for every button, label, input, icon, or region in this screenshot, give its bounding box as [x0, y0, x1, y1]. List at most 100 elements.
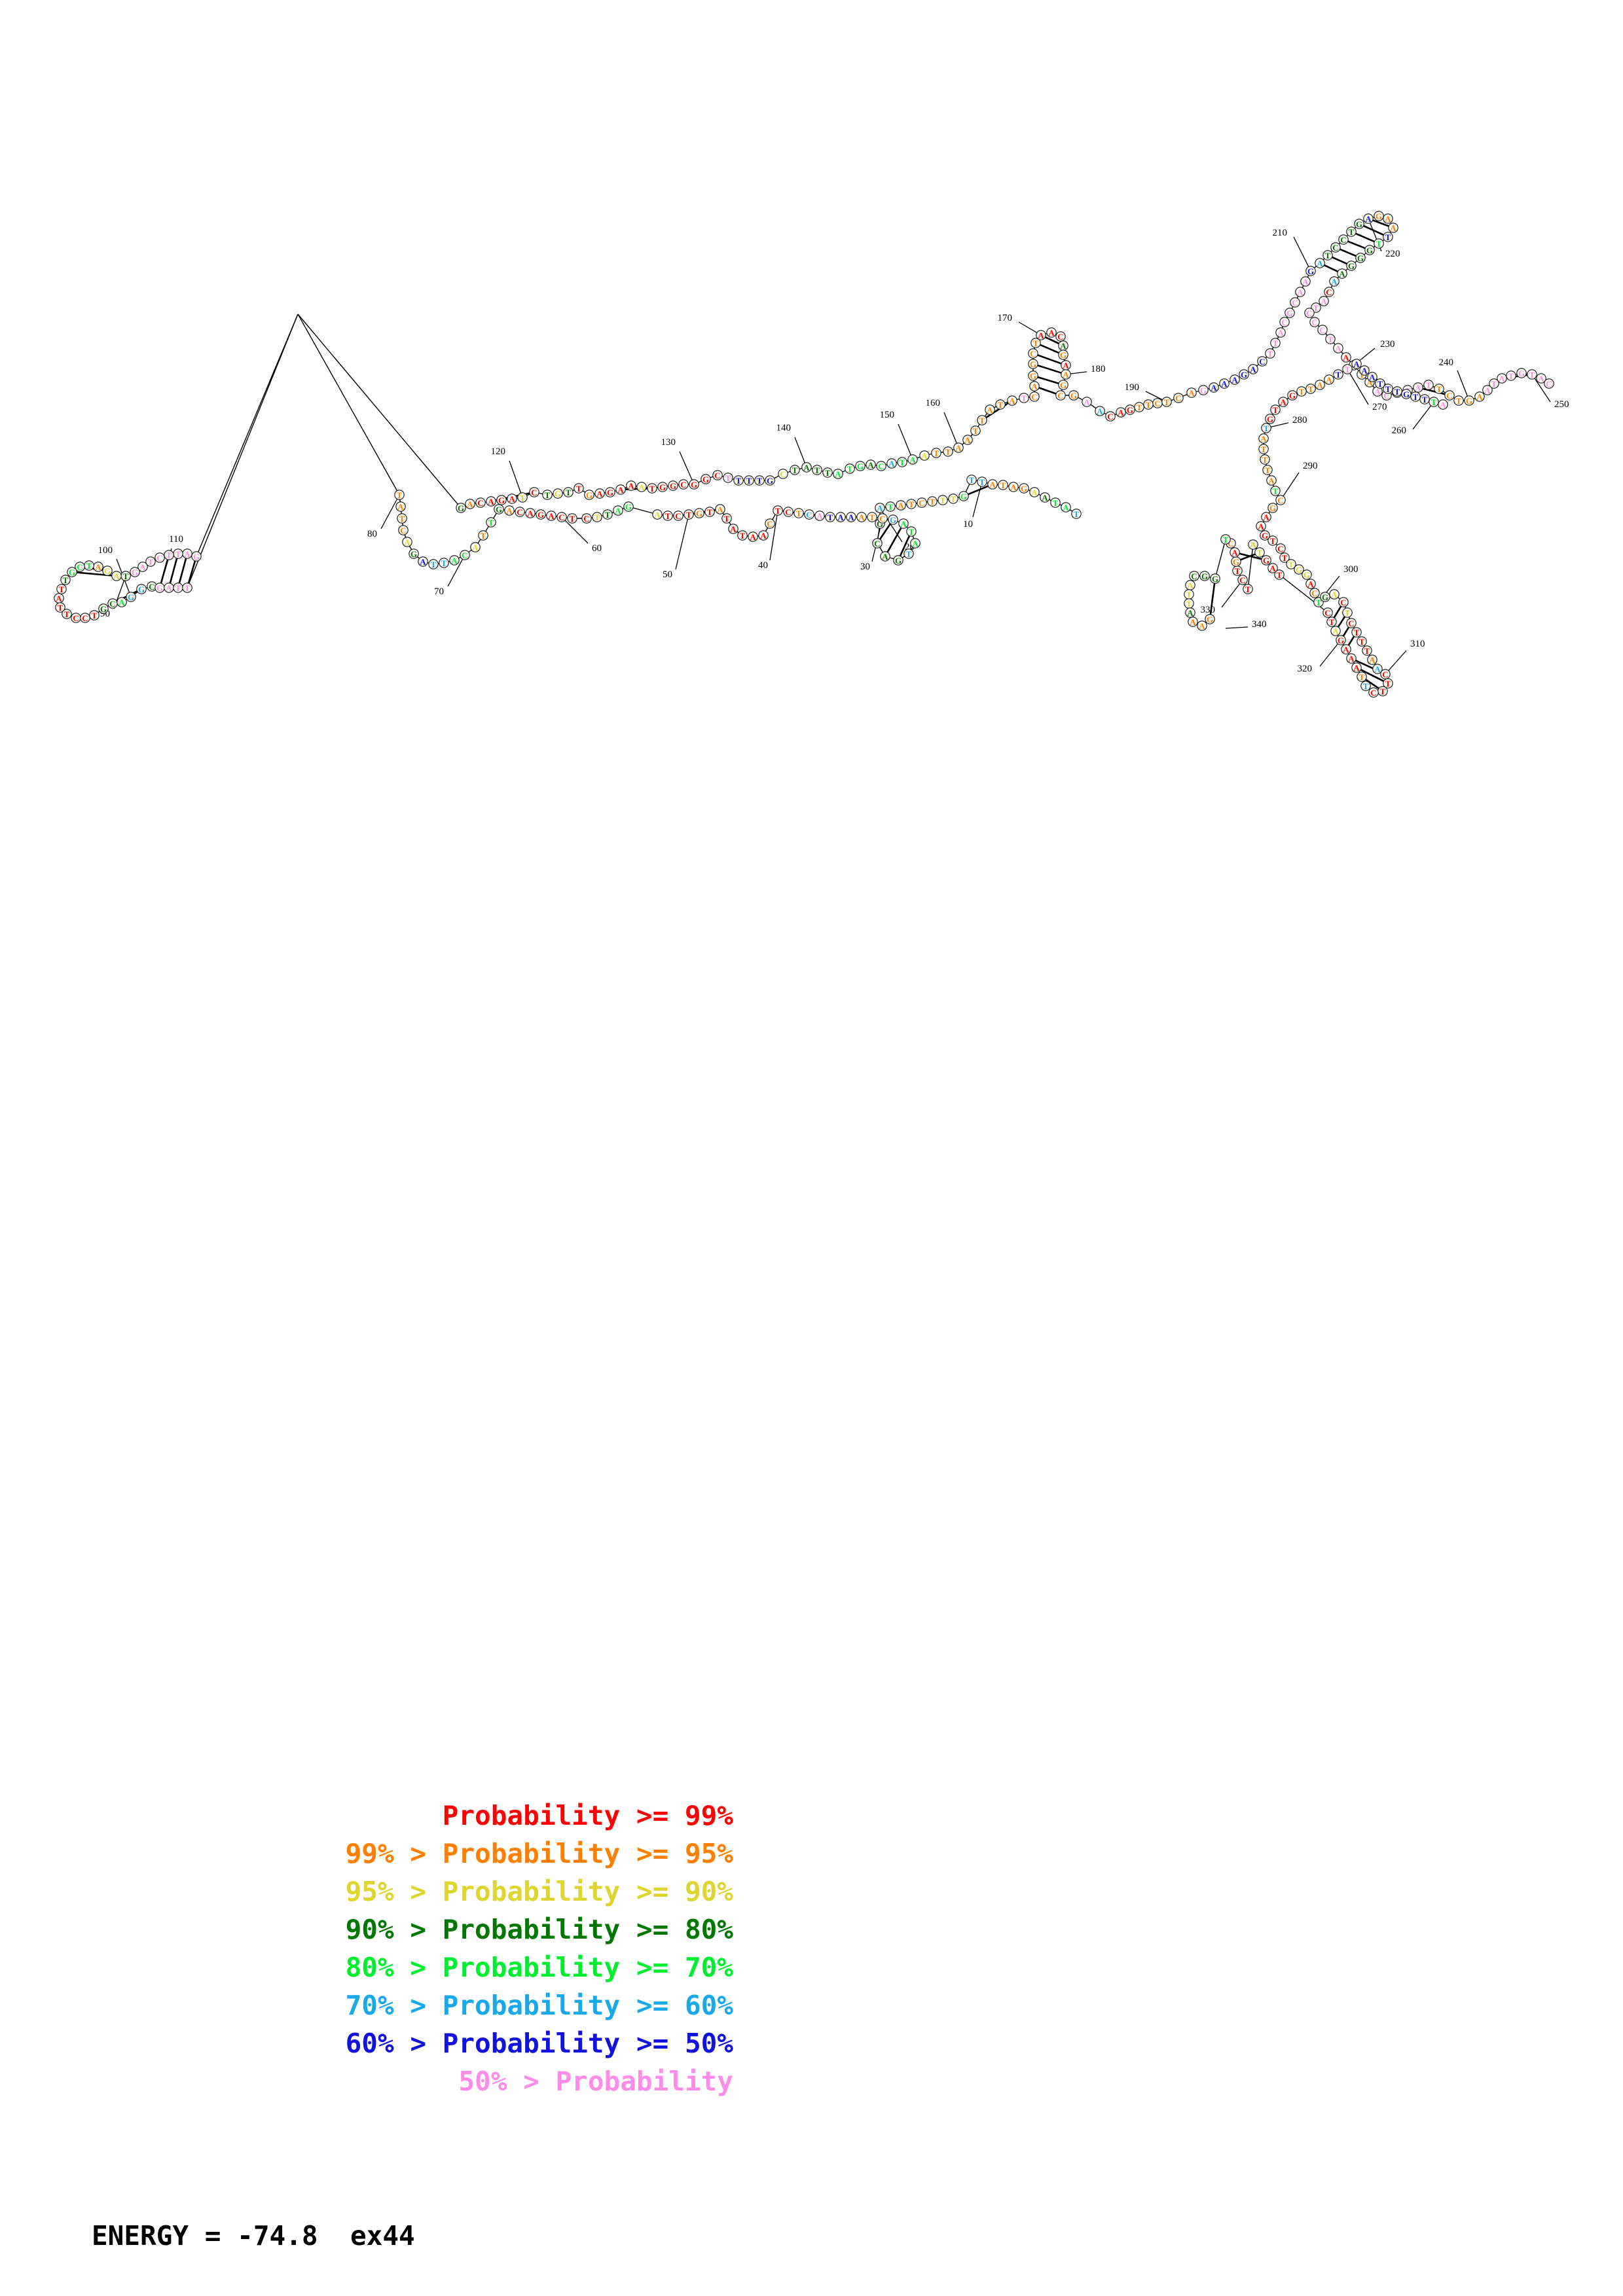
nucleotide-letter: A [527, 509, 534, 518]
nucleotide-circle [1324, 287, 1334, 297]
nucleotide-letter: C [1311, 317, 1317, 327]
nucleotide-circle [721, 513, 732, 524]
nucleotide-circle [1019, 393, 1029, 403]
nucleotide-letter: C [1057, 332, 1063, 342]
nucleotide: G [1231, 556, 1241, 567]
nucleotide: C [1275, 543, 1286, 554]
nucleotide-letter: T [64, 609, 70, 619]
position-label: 160 [926, 398, 941, 408]
nucleotide-circle [897, 457, 907, 467]
nucleotide-letter: T [934, 448, 939, 458]
nucleotide-letter: C [1239, 575, 1245, 585]
nucleotide: G [1058, 350, 1068, 360]
nucleotide-letter: C [149, 582, 155, 592]
nucleotide-circle [684, 509, 694, 520]
nucleotide-circle [494, 504, 504, 514]
nucleotide-letter: G [586, 490, 593, 500]
nucleotide-letter: G [659, 482, 666, 492]
nucleotide-letter: G [410, 549, 417, 559]
nucleotide-circle [1346, 653, 1357, 664]
nucleotide: A [470, 542, 481, 552]
nucleotide: C [1330, 242, 1341, 253]
nucleotide-letter: C [1370, 688, 1376, 698]
nucleotide-circle [1506, 370, 1516, 381]
nucleotide-letter: A [1063, 503, 1069, 512]
nucleotide-circle [704, 507, 715, 517]
nucleotide-letter: A [1326, 375, 1332, 385]
nucleotide: A [1341, 352, 1351, 363]
nucleotide: A [910, 538, 921, 548]
nucleotide-circle [701, 474, 711, 484]
nucleotide: T [486, 517, 496, 528]
nucleotide-letter: C [806, 510, 812, 520]
nucleotide-letter: A [617, 485, 624, 495]
nucleotide-circle [673, 511, 684, 521]
nucleotide-circle [102, 565, 113, 576]
nucleotide-circle [1383, 384, 1393, 394]
nucleotide-letter: G [104, 566, 111, 576]
nucleotide-circle [98, 603, 109, 614]
nucleotide: T [1453, 395, 1464, 406]
nucleotide-letter: C [1324, 608, 1330, 618]
nucleotide-circle [1029, 487, 1040, 497]
nucleotide: C [712, 470, 723, 480]
nucleotide-letter: T [906, 549, 912, 559]
nucleotide-circle [1161, 397, 1172, 407]
nucleotide: A [1359, 365, 1370, 376]
nucleotide-circle [1337, 268, 1347, 279]
nucleotide: C [107, 598, 118, 609]
nucleotide-circle [605, 487, 615, 497]
nucleotide-letter: T [1186, 599, 1192, 609]
nucleotide: G [1198, 385, 1209, 395]
basepair-group [77, 216, 1528, 689]
nucleotide-letter: T [63, 575, 69, 585]
nucleotide-letter: T [969, 475, 975, 485]
nucleotide-circle [1363, 213, 1374, 224]
nucleotide-letter: T [909, 499, 915, 509]
nucleotide-letter: G [1212, 574, 1218, 584]
nucleotide-circle [906, 526, 917, 537]
nucleotide: A [164, 583, 174, 593]
nucleotide: T [998, 480, 1008, 490]
nucleotide-circle [398, 525, 409, 535]
nucleotide-letter: G [877, 519, 883, 529]
nucleotide: G [1205, 614, 1215, 624]
nucleotide-letter: A [1258, 522, 1264, 531]
nucleotide: A [1388, 223, 1398, 233]
backbone-segment [187, 314, 299, 588]
nucleotide: C [778, 469, 788, 479]
nucleotide: A [1267, 563, 1278, 573]
nucleotide: A [866, 459, 876, 470]
nucleotide: A [111, 571, 122, 581]
nucleotide: A [1363, 213, 1374, 224]
nucleotide: T [1267, 535, 1278, 546]
nucleotide-circle [1372, 664, 1383, 674]
nucleotide: T [1270, 338, 1281, 348]
nucleotide-circle [977, 415, 987, 425]
nucleotide-letter: A [1063, 361, 1069, 370]
nucleotide-circle [465, 499, 475, 509]
nucleotide: G [1336, 635, 1346, 645]
nucleotide-circle [663, 511, 673, 521]
nucleotide-letter: A [1048, 328, 1055, 338]
nucleotide-circle [542, 490, 553, 500]
nucleotide-circle [439, 558, 449, 568]
nucleotide-circle [456, 503, 466, 513]
nucleotide-circle [1357, 636, 1367, 647]
nucleotide-letter: G [1403, 389, 1410, 399]
nucleotide-letter: T [1257, 548, 1263, 558]
nucleotide: T [977, 476, 987, 487]
legend-row: 80% > Probability >= 70% [345, 1952, 733, 1983]
nucleotide-letter: T [1186, 590, 1192, 600]
nucleotide: G [409, 548, 419, 559]
nucleotide-circle [89, 610, 100, 620]
nucleotide-letter: A [467, 499, 473, 509]
nucleotide-circle [394, 490, 405, 500]
nucleotide-letter: T [1053, 498, 1059, 508]
nucleotide-circle [1295, 287, 1305, 297]
nucleotide-circle [1311, 302, 1321, 313]
nucleotide-letter: A [1263, 512, 1269, 522]
nucleotide-circle [962, 435, 973, 445]
nucleotide: G [191, 551, 202, 562]
nucleotide-circle [1185, 607, 1195, 618]
